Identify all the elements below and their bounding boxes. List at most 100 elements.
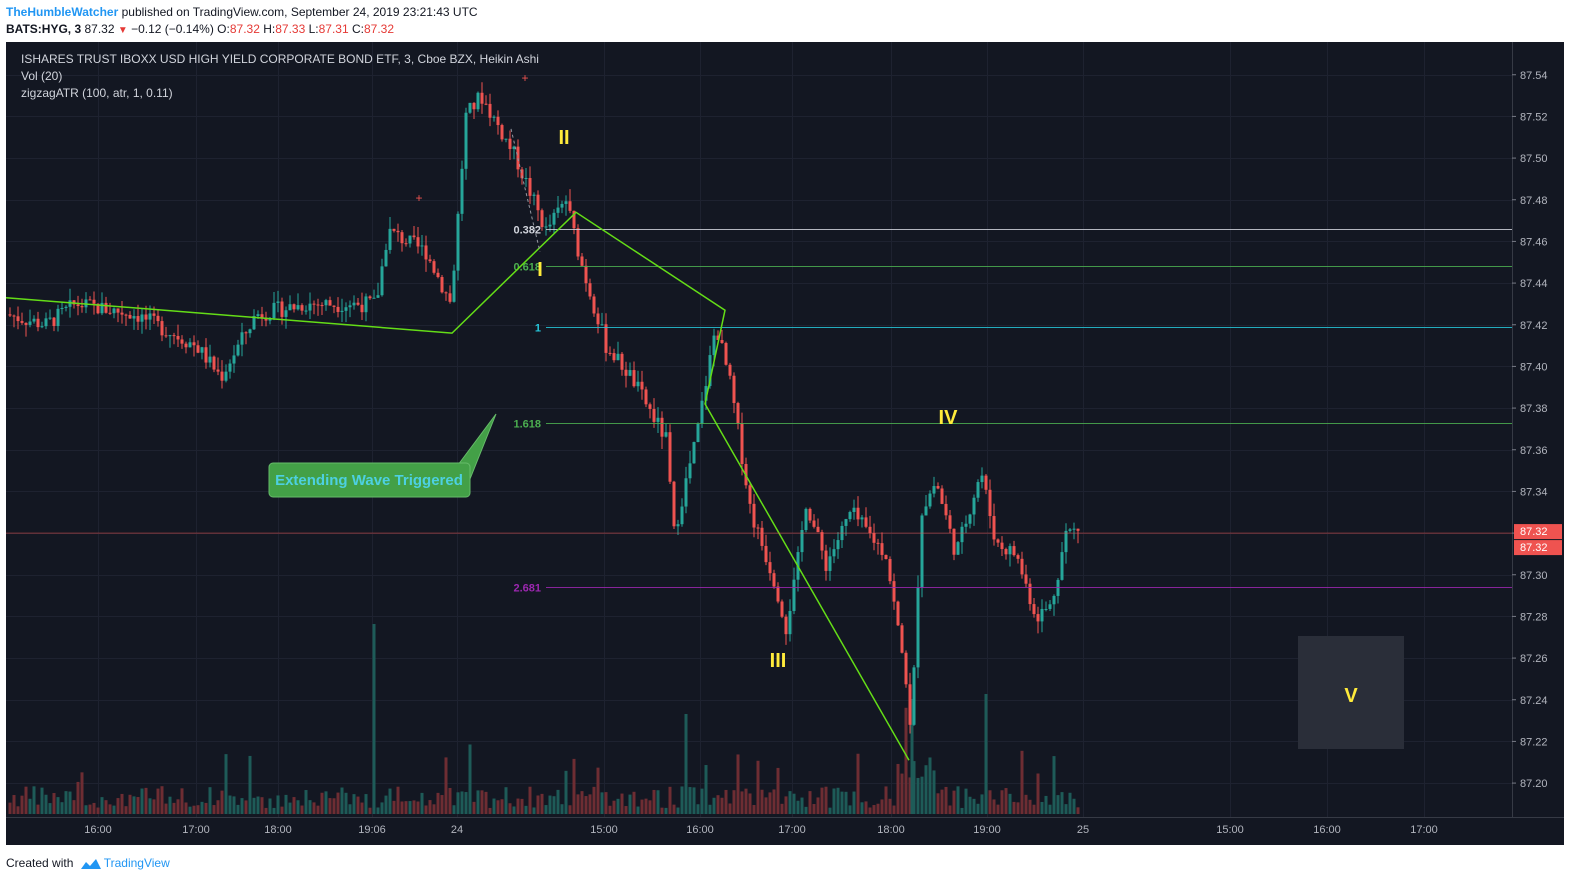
- volume-bar: [292, 797, 296, 814]
- volume-bar: [28, 798, 32, 814]
- volume-bar: [20, 795, 24, 814]
- volume-bar: [12, 795, 16, 814]
- volume-bar: [720, 797, 724, 814]
- candle-body: [636, 381, 640, 387]
- volume-bar: [192, 805, 196, 814]
- volume-bar: [204, 802, 208, 814]
- volume-bar: [644, 798, 648, 814]
- cross-marker-1: +: [415, 191, 422, 205]
- candle-body: [1044, 608, 1048, 610]
- volume-bar: [528, 786, 532, 814]
- candle-body: [440, 277, 444, 293]
- candle-body: [184, 343, 188, 348]
- candle-body: [60, 307, 64, 309]
- time-label-2: 18:00: [264, 824, 292, 836]
- volume-bar: [612, 800, 616, 814]
- volume-bar: [736, 754, 740, 814]
- candle-body: [564, 201, 568, 204]
- candle-body: [116, 308, 120, 313]
- candle-body: [856, 507, 860, 520]
- volume-bar: [704, 765, 708, 814]
- volume-bar: [116, 798, 120, 814]
- time-axis: 16:00 17:00 18:00 19:06 24 15:00 16:00 17:00 18:…: [6, 817, 1564, 845]
- volume-bar: [200, 801, 204, 814]
- candle-body: [460, 168, 464, 214]
- candle-body: [992, 516, 996, 540]
- price-change: −0.12 (−0.14%): [131, 22, 214, 36]
- volume-bar: [688, 787, 692, 814]
- candle-body: [572, 210, 576, 229]
- volume-bar: [168, 796, 172, 814]
- zigzag-legend[interactable]: zigzagATR (100, atr, 1, 0.11): [21, 86, 173, 100]
- volume-bar: [760, 789, 764, 814]
- candle-body: [432, 261, 436, 273]
- tradingview-link[interactable]: TradingView: [103, 856, 170, 870]
- volume-bar: [468, 744, 472, 814]
- candle-body: [712, 335, 716, 356]
- candle-body: [968, 514, 972, 524]
- volume-bar: [860, 802, 864, 814]
- volume-bar: [952, 790, 956, 814]
- volume-bar: [816, 797, 820, 814]
- candle-body: [520, 169, 524, 179]
- candle-body: [108, 312, 112, 314]
- candle-body: [960, 526, 964, 543]
- volume-bar: [244, 800, 248, 814]
- candle-body: [640, 381, 644, 390]
- volume-bar: [16, 806, 20, 814]
- volume-bar: [696, 804, 700, 814]
- volume-bar: [584, 796, 588, 814]
- candle-body: [1040, 608, 1044, 622]
- candle-body: [752, 503, 756, 528]
- candle-body: [112, 308, 116, 314]
- volume-legend[interactable]: Vol (20): [21, 69, 63, 83]
- volume-bar: [156, 788, 160, 814]
- callout[interactable]: Extending Wave Triggered: [268, 413, 497, 498]
- time-label-1: 17:00: [182, 824, 210, 836]
- candle-body: [920, 515, 924, 588]
- candle-body: [740, 423, 744, 465]
- volume-bar: [856, 753, 860, 814]
- volume-bar: [432, 804, 436, 814]
- candle-body: [880, 543, 884, 555]
- candle-body: [784, 616, 788, 635]
- volume-bar: [276, 795, 280, 814]
- candle-body: [88, 299, 92, 301]
- candle-body: [800, 530, 804, 553]
- candle-body: [164, 335, 168, 337]
- volume-bar: [236, 804, 240, 814]
- volume-bar: [924, 765, 928, 814]
- candle-body: [588, 283, 592, 297]
- volume-bar: [572, 758, 576, 814]
- candle-body: [568, 201, 572, 211]
- volume-bar: [716, 795, 720, 814]
- candle-body: [860, 517, 864, 520]
- volume-bar: [972, 798, 976, 814]
- volume-bar: [1004, 788, 1008, 814]
- volume-bar: [912, 761, 916, 814]
- volume-bar: [872, 805, 876, 814]
- volume-bar: [36, 804, 40, 814]
- volume-bar: [196, 805, 200, 814]
- candle-body: [232, 355, 236, 364]
- volume-bar: [112, 805, 116, 814]
- candle-body: [340, 310, 344, 312]
- time-label-0: 16:00: [84, 824, 112, 836]
- author-name[interactable]: TheHumbleWatcher: [6, 5, 119, 19]
- chart-panel[interactable]: 0.382 0.618 1 1.618 2.681 + + Extending Wave …: [5, 42, 1564, 845]
- volume-bar: [672, 804, 676, 814]
- volume-bar: [500, 799, 504, 814]
- candle-body: [932, 486, 936, 494]
- volume-bar: [312, 802, 316, 814]
- volume-bar: [232, 796, 236, 814]
- candle-body: [128, 314, 132, 319]
- volume-bar: [788, 791, 792, 814]
- candle-body: [220, 371, 224, 381]
- candle-body: [792, 579, 796, 611]
- volume-bar: [92, 802, 96, 814]
- candle-body: [928, 493, 932, 507]
- candle-body: [748, 485, 752, 504]
- candle-body: [1016, 555, 1020, 559]
- volume-bar: [824, 786, 828, 814]
